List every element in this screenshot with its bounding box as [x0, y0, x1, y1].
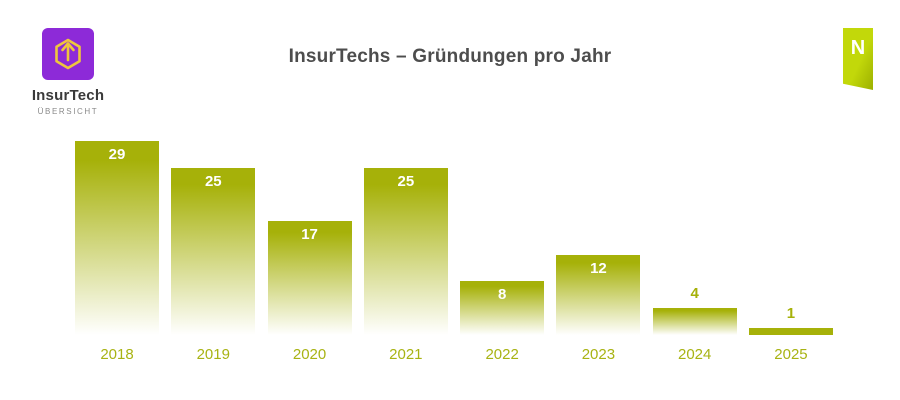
x-tick-label-2018: 2018	[100, 346, 134, 363]
x-axis-labels: 2018 2019 2020 2021 2022 2023 2024 2025	[75, 346, 833, 363]
bar-column-2022: 8	[460, 281, 545, 335]
bar-value-label: 8	[497, 286, 507, 303]
x-tick-label-2025: 2025	[774, 346, 808, 363]
bar-value-label: 1	[786, 305, 796, 322]
bar-column-2018: 29	[75, 141, 159, 335]
bar-2024	[652, 308, 737, 335]
x-tick-label-2019: 2019	[196, 346, 230, 363]
x-tick-label-2023: 2023	[581, 346, 616, 363]
n-ribbon-badge: N	[843, 28, 873, 90]
n-ribbon-letter: N	[850, 37, 866, 59]
x-tick-label-2024: 2024	[678, 346, 712, 363]
bar-column-2019: 25	[171, 168, 256, 335]
bar-2022: 8	[460, 281, 545, 335]
bar-column-2023: 12	[556, 255, 641, 335]
bar-value-label: 29	[108, 146, 126, 163]
bar-2020: 17	[267, 221, 352, 335]
bar-column-2024: 4	[652, 285, 737, 335]
chart-title: InsurTechs – Gründungen pro Jahr	[288, 46, 612, 67]
x-tick-label-2022: 2022	[485, 346, 519, 363]
bar-2021: 25	[363, 168, 448, 335]
x-tick-label-2021: 2021	[389, 346, 423, 363]
insurtech-uebersicht-logo: InsurTech ÜBERSICHT	[16, 28, 120, 116]
logo-subtitle: ÜBERSICHT	[37, 107, 99, 116]
hexagon-up-arrow-icon	[55, 38, 81, 70]
bar-value-label: 25	[397, 173, 415, 190]
bar-2023: 12	[556, 255, 641, 335]
bar-value-label: 4	[690, 285, 699, 302]
bar-2019: 25	[171, 168, 256, 335]
bar-value-label: 17	[301, 226, 318, 243]
logo-title: InsurTech	[31, 87, 105, 104]
logo-hexagon-arrow-icon	[42, 28, 94, 80]
bar-column-2021: 25	[363, 168, 448, 335]
bar-2018: 29	[75, 141, 159, 335]
bar-column-2025: 1	[748, 305, 833, 335]
bar-column-2020: 17	[267, 221, 352, 335]
bar-value-label: 12	[590, 260, 607, 277]
bar-chart-plot-area: 29 25 17 25 8 12 4 1	[75, 130, 833, 335]
x-tick-label-2020: 2020	[292, 346, 327, 363]
bar-2025	[748, 328, 833, 335]
bar-value-label: 25	[204, 173, 222, 190]
